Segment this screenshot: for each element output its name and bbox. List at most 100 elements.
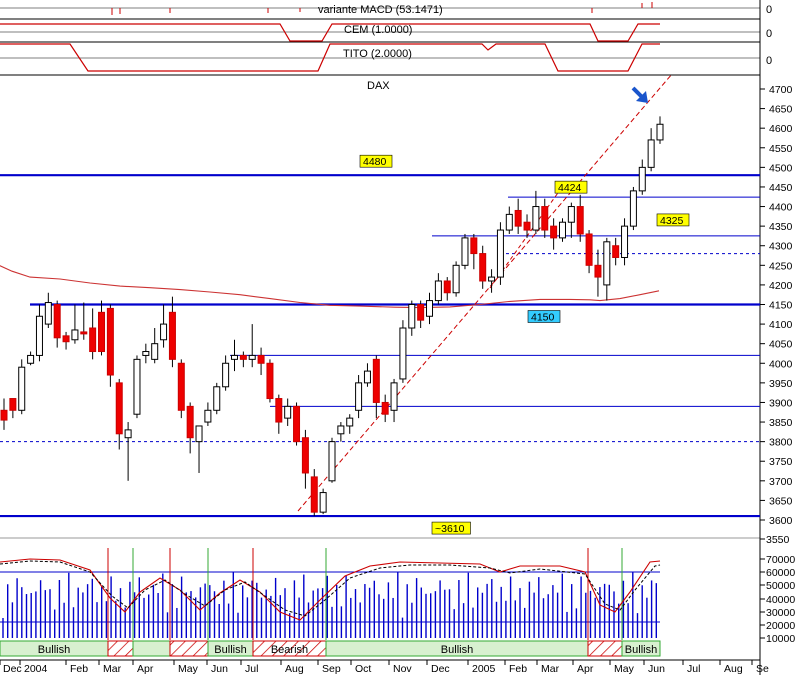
candle-body <box>629 190 637 227</box>
candle-body <box>523 221 531 231</box>
tito-line <box>0 43 660 72</box>
trend-region-label: Bearish <box>271 644 308 656</box>
macd-histogram <box>111 2 653 15</box>
x-tick-label: Oct <box>355 663 371 675</box>
candle-body <box>461 237 469 266</box>
y-axis-ticks: 4700 4650 4600 4550 4500 4450 4400 4350 4300 4250… <box>760 84 793 527</box>
candle-body <box>408 304 416 329</box>
candle-body <box>470 237 478 255</box>
y-tick-label: 4150 <box>769 300 793 312</box>
candles <box>0 116 664 517</box>
cem-label: CEM (1.0000) <box>344 24 412 36</box>
x-tick-label: Jul <box>687 663 700 675</box>
y-tick-label: 4050 <box>769 339 793 351</box>
osc-tick-label: 70000 <box>766 554 795 566</box>
candle-body <box>496 229 504 278</box>
candle-body <box>319 492 327 513</box>
trend-line-dashed <box>489 189 561 289</box>
tito-label: TITO (2.0000) <box>343 48 412 60</box>
candle-body <box>213 386 221 411</box>
y-tick-label: 3750 <box>769 456 793 468</box>
x-tick-label: Sep <box>322 663 341 675</box>
y-tick-label: 4100 <box>769 319 793 331</box>
candle-body <box>479 253 487 282</box>
x-tick-label: 2004 <box>24 663 48 675</box>
candle-body <box>621 225 629 258</box>
trend-region-label: Bullish <box>441 644 473 656</box>
y-tick-label: 4700 <box>769 84 793 96</box>
x-tick-label: Aug <box>285 663 304 675</box>
price-tag-label: 4424 <box>558 182 582 194</box>
x-tick-label: May <box>178 663 199 675</box>
osc-tick-label: 3550 <box>766 534 790 546</box>
y-tick-label: 4450 <box>769 182 793 194</box>
trend-region <box>107 640 134 657</box>
x-tick-label: Jun <box>648 663 665 675</box>
y-tick-label: 4250 <box>769 260 793 272</box>
candle-body <box>514 209 522 227</box>
candle-body <box>310 476 318 513</box>
price-tag-label: 4480 <box>363 156 387 168</box>
price-tag-label: 4150 <box>531 312 555 324</box>
y-tick-label: 3850 <box>769 417 793 429</box>
candle-body <box>195 425 203 443</box>
y-tick-label: 3950 <box>769 378 793 390</box>
candle-body <box>186 405 194 439</box>
down-arrow-icon <box>631 86 648 103</box>
y-tick-label: 4600 <box>769 123 793 135</box>
cem-line <box>0 23 660 42</box>
osc-tick-label: 60000 <box>766 567 795 579</box>
candle-body <box>417 304 425 321</box>
candle-body <box>151 343 159 360</box>
candle-body <box>284 405 292 419</box>
horizontal-levels <box>0 174 760 518</box>
candle-body <box>532 206 540 231</box>
candle-body <box>177 362 185 411</box>
y-tick-label: 3900 <box>769 397 793 409</box>
x-tick-label: Feb <box>70 663 88 675</box>
x-tick-label: Apr <box>577 663 594 675</box>
candle-body <box>638 166 646 192</box>
candle-body <box>426 300 434 317</box>
x-tick-label: Dec <box>431 663 450 675</box>
candle-body <box>505 213 513 231</box>
trend-regions: Bullish Bullish Bearish Bullish Bullish <box>0 640 661 657</box>
y-tick-label: 4300 <box>769 241 793 253</box>
candle-body <box>603 241 611 286</box>
y-tick-label: 4350 <box>769 221 793 233</box>
candle-body <box>168 311 176 360</box>
x-tick-label: Jul <box>245 663 258 675</box>
indicator-panels: variante MACD (53.1471) 0 CEM (1.0000) 0… <box>0 0 772 675</box>
candle-body <box>115 382 123 435</box>
trend-region <box>132 640 171 657</box>
x-tick-label: Jun <box>211 663 228 675</box>
candle-body <box>558 221 566 239</box>
candle-body <box>434 280 442 302</box>
candle-body <box>550 225 558 239</box>
price-tags: 4480 4424 4325 4150 ~3610 <box>359 154 690 535</box>
x-tick-label: Nov <box>393 663 412 675</box>
chart-title: DAX <box>367 80 390 92</box>
price-tag-box <box>554 180 588 194</box>
y-tick-label: 4550 <box>769 143 793 155</box>
osc-tick-label: 30000 <box>766 607 795 619</box>
candle-body <box>612 245 620 258</box>
candle-body <box>275 398 283 423</box>
candle-body <box>656 123 664 141</box>
candle-body <box>98 311 106 353</box>
candle-body <box>160 323 168 341</box>
candle-body <box>230 354 238 360</box>
candle-body <box>293 405 301 443</box>
trend-region <box>169 640 209 657</box>
candle-body <box>594 264 602 278</box>
x-tick-label: May <box>614 663 635 675</box>
candle-body <box>257 354 265 364</box>
signal-lines-red <box>107 548 589 640</box>
candle-body <box>541 206 549 231</box>
trend-region-label: Bullish <box>214 644 246 656</box>
macd-label: variante MACD (53.1471) <box>318 4 443 16</box>
candle-body <box>71 329 79 341</box>
